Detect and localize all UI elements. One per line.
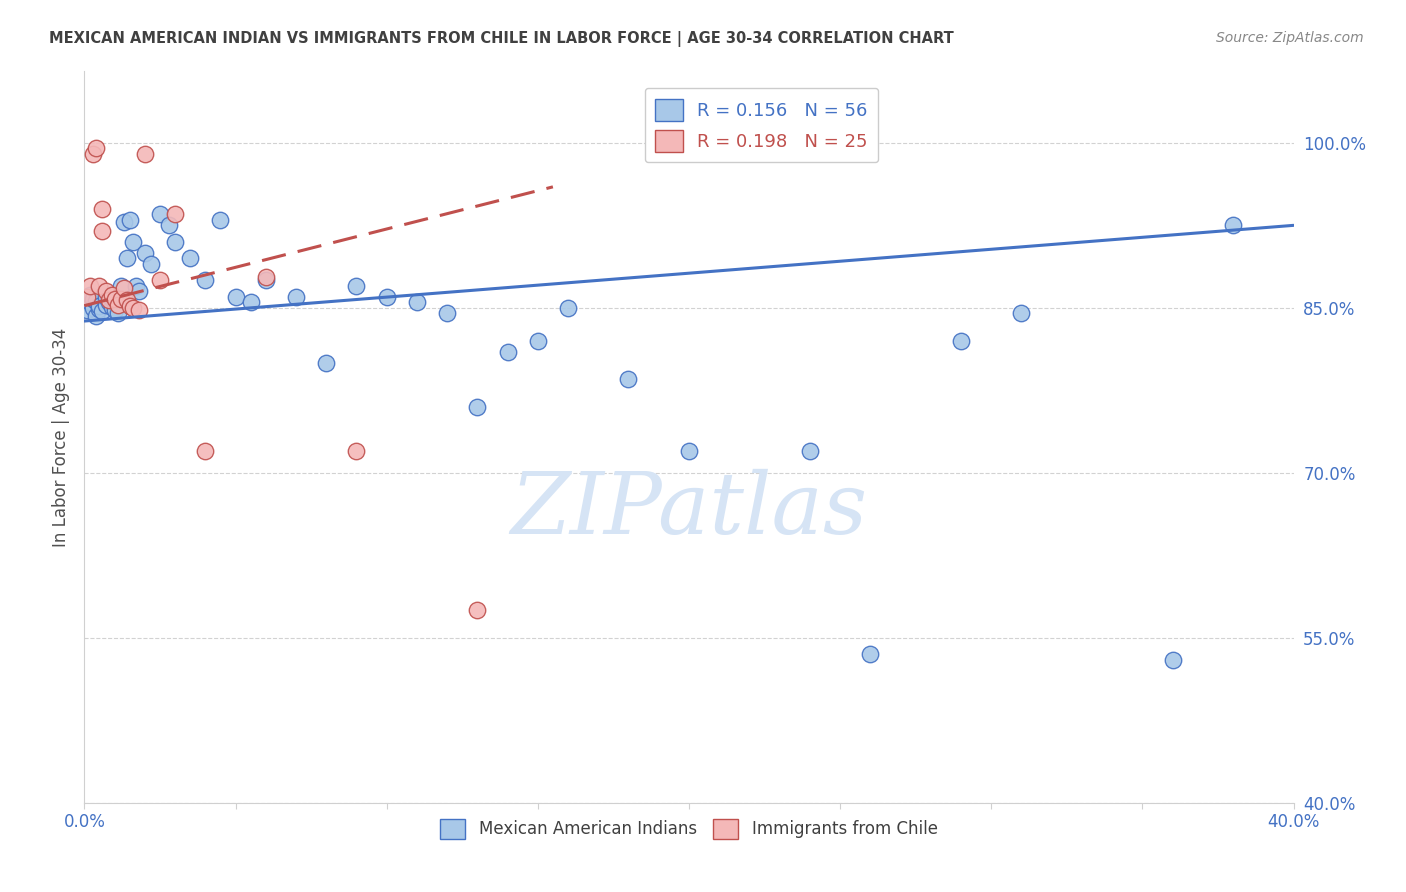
Point [436, 306, 458, 320]
Text: MEXICAN AMERICAN INDIAN VS IMMIGRANTS FROM CHILE IN LABOR FORCE | AGE 30-34 CORR: MEXICAN AMERICAN INDIAN VS IMMIGRANTS FR… [49, 31, 953, 47]
Point [89, 278, 111, 293]
Point [112, 215, 135, 229]
Point [86, 141, 108, 155]
Point [179, 252, 201, 266]
Point [76, 290, 98, 304]
Point [527, 334, 550, 348]
Point [467, 400, 489, 414]
Point [121, 235, 143, 249]
Point [315, 356, 337, 370]
Point [1161, 653, 1184, 667]
Point [165, 235, 187, 249]
Point [97, 295, 120, 310]
Point [107, 297, 129, 311]
Point [149, 273, 172, 287]
Point [859, 648, 882, 662]
Point [194, 443, 217, 458]
Point [134, 245, 156, 260]
Point [91, 224, 114, 238]
Point [104, 294, 127, 309]
Point [89, 301, 111, 316]
Point [100, 292, 122, 306]
Point [107, 306, 129, 320]
Point [100, 300, 122, 314]
Point [110, 278, 132, 293]
Point [346, 443, 368, 458]
Point [254, 270, 277, 285]
Point [239, 295, 262, 310]
Point [557, 301, 579, 315]
Point [79, 287, 101, 301]
Point [121, 301, 143, 315]
Point [496, 344, 519, 359]
Point [139, 257, 162, 271]
Point [128, 285, 150, 299]
Point [76, 303, 98, 318]
Point [94, 290, 117, 304]
Point [118, 212, 141, 227]
Point [110, 292, 132, 306]
Point [285, 290, 308, 304]
Point [86, 309, 108, 323]
Point [115, 293, 138, 307]
Point [254, 273, 277, 287]
Point [799, 443, 821, 458]
Point [149, 207, 172, 221]
Point [82, 301, 104, 315]
Point [91, 304, 114, 318]
Point [79, 295, 101, 310]
Y-axis label: In Labor Force | Age 30-34: In Labor Force | Age 30-34 [52, 327, 70, 547]
Point [94, 297, 117, 311]
Point [134, 146, 156, 161]
Point [86, 294, 108, 309]
Point [1011, 306, 1033, 320]
Legend: Mexican American Indians, Immigrants from Chile: Mexican American Indians, Immigrants fro… [433, 812, 945, 846]
Point [82, 146, 104, 161]
Point [100, 287, 122, 301]
Text: ZIPatlas: ZIPatlas [510, 469, 868, 551]
Point [104, 303, 127, 318]
Point [91, 202, 114, 216]
Point [82, 292, 104, 306]
Point [950, 334, 973, 348]
Point [1222, 219, 1244, 233]
Point [209, 212, 232, 227]
Point [375, 290, 398, 304]
Point [194, 273, 217, 287]
Text: Source: ZipAtlas.com: Source: ZipAtlas.com [1216, 31, 1364, 45]
Point [678, 443, 700, 458]
Point [115, 252, 138, 266]
Point [89, 299, 111, 313]
Point [112, 281, 135, 295]
Point [617, 372, 640, 386]
Point [128, 303, 150, 318]
Point [118, 299, 141, 313]
Point [125, 278, 148, 293]
Point [467, 603, 489, 617]
Point [225, 290, 247, 304]
Point [406, 295, 429, 310]
Point [157, 219, 180, 233]
Point [97, 287, 120, 301]
Point [79, 278, 101, 293]
Point [346, 278, 368, 293]
Point [104, 292, 127, 306]
Point [165, 207, 187, 221]
Point [94, 285, 117, 299]
Point [97, 293, 120, 307]
